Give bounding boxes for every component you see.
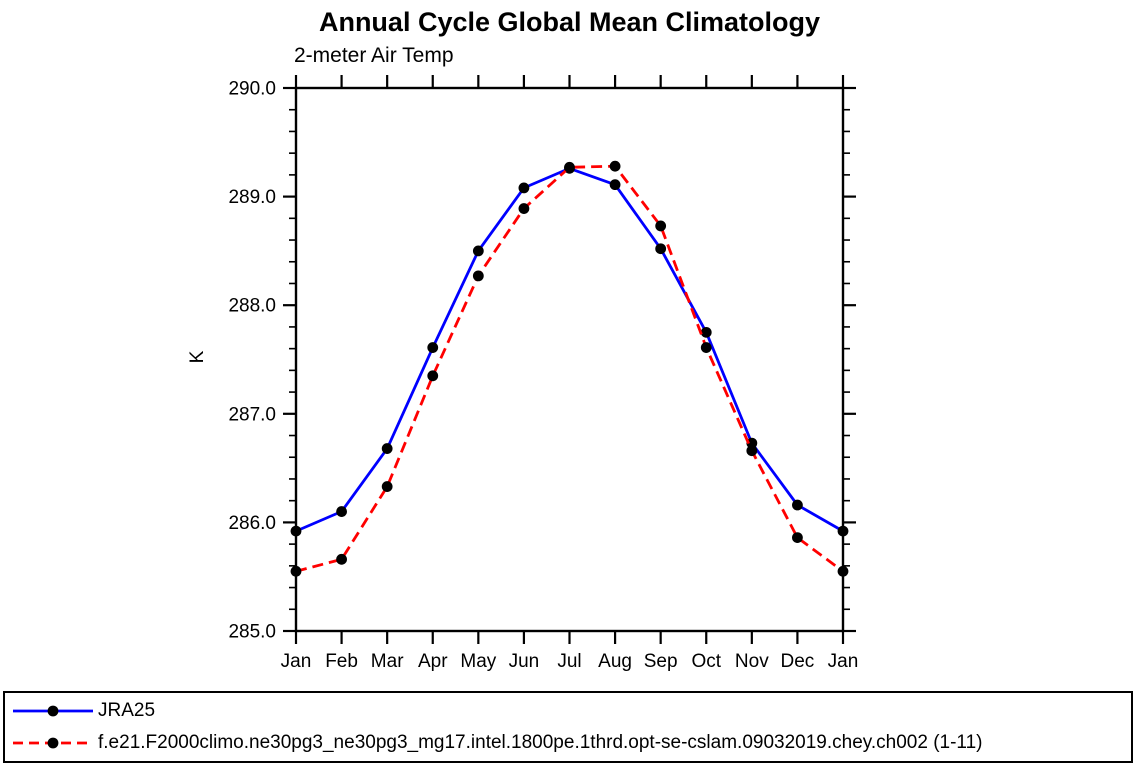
- data-point-marker: [336, 553, 347, 565]
- data-point-marker: [837, 565, 849, 577]
- data-point-marker: [792, 532, 803, 544]
- data-point-marker: [609, 179, 621, 191]
- y-tick-label: 285.0: [228, 622, 276, 643]
- data-point-marker: [746, 445, 758, 457]
- x-tick-label: Dec: [781, 651, 815, 672]
- data-point-marker: [609, 160, 621, 172]
- x-tick-label: Mar: [371, 651, 404, 672]
- x-tick-label: Jul: [557, 651, 581, 672]
- data-point-marker: [290, 565, 302, 577]
- legend-label: JRA25: [98, 700, 156, 721]
- data-point-marker: [655, 243, 667, 255]
- x-tick-label: Sep: [644, 651, 678, 672]
- x-tick-label: Jun: [509, 651, 540, 672]
- chart-title: Annual Cycle Global Mean Climatology: [318, 7, 821, 37]
- data-point-marker: [746, 437, 758, 449]
- legend-label: f.e21.F2000climo.ne30pg3_ne30pg3_mg17.in…: [98, 732, 983, 753]
- chart-subtitle: 2-meter Air Temp: [294, 44, 454, 67]
- legend-row: f.e21.F2000climo.ne30pg3_ne30pg3_mg17.in…: [11, 728, 1131, 759]
- data-point-marker: [336, 506, 347, 517]
- x-tick-label: Jan: [281, 651, 312, 672]
- data-point-marker: [655, 220, 667, 232]
- data-point-marker: [518, 182, 530, 194]
- legend-row: JRA25: [11, 696, 1131, 727]
- data-point-marker: [472, 270, 484, 282]
- legend-line-sample-model: [13, 737, 93, 749]
- x-tick-label: Feb: [325, 651, 358, 672]
- data-point-marker: [290, 525, 302, 537]
- legend-sample-marker: [47, 705, 59, 717]
- data-point-marker: [700, 326, 712, 338]
- data-point-marker: [837, 525, 849, 537]
- data-point-marker: [700, 342, 712, 353]
- legend: JRA25 f.e21.F2000climo.ne30pg3_ne30pg3_m…: [3, 691, 1133, 763]
- data-point-marker: [472, 245, 484, 257]
- x-tick-label: Oct: [691, 651, 721, 672]
- y-tick-label: 290.0: [228, 79, 276, 100]
- data-point-marker: [381, 443, 393, 454]
- legend-sample-marker: [47, 737, 59, 749]
- series-line: [295, 166, 844, 533]
- x-tick-label: Jan: [828, 651, 859, 672]
- data-point-marker: [518, 203, 530, 214]
- x-tick-label: Apr: [418, 651, 448, 672]
- data-point-marker: [381, 481, 393, 492]
- data-point-marker: [427, 370, 439, 382]
- x-tick-label: Aug: [598, 651, 632, 672]
- x-tick-label: May: [460, 651, 496, 672]
- data-point-marker: [427, 342, 439, 353]
- y-tick-label: 288.0: [228, 296, 276, 317]
- y-tick-label: 287.0: [228, 404, 276, 425]
- x-tick-label: Nov: [735, 651, 769, 672]
- data-point-marker: [792, 499, 803, 511]
- legend-line-sample-jra25: [13, 705, 93, 717]
- series-line: [295, 164, 844, 573]
- data-point-marker: [564, 161, 575, 173]
- y-tick-label: 289.0: [228, 187, 276, 208]
- y-tick-label: 286.0: [228, 513, 276, 534]
